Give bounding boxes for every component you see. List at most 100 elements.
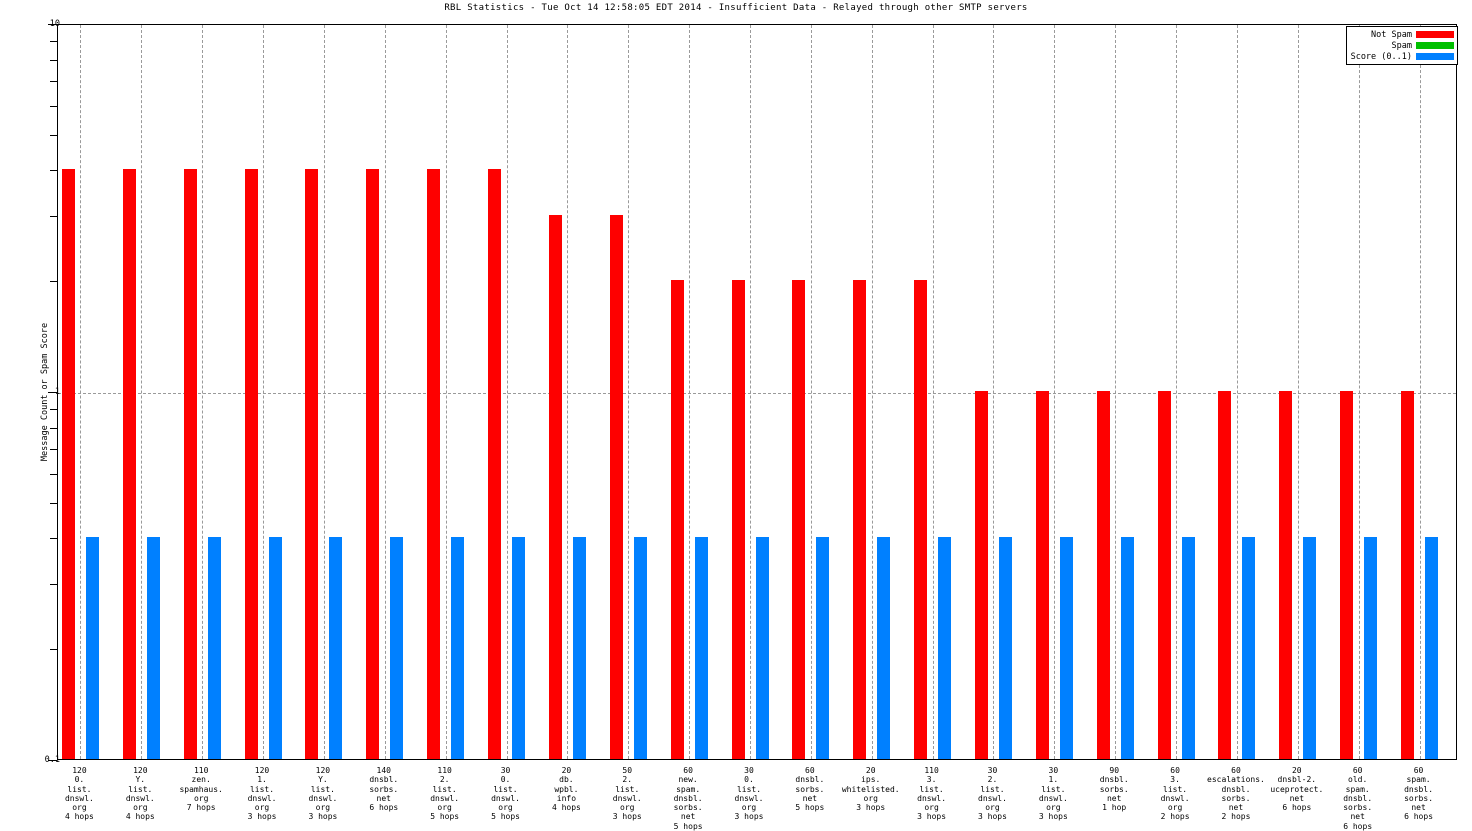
y-tick-mark-minor — [50, 649, 57, 651]
bar-notspam — [245, 169, 258, 759]
legend-label-spam: Spam — [1391, 40, 1412, 51]
vertical-gridline — [202, 25, 204, 759]
y-tick-label: 0.1 — [44, 755, 60, 765]
x-tick-label: 60 spam. dnsbl. sorbs. net 6 hops — [1404, 766, 1434, 822]
x-tick-label: 140 dnsbl. sorbs. net 6 hops — [369, 766, 399, 813]
vertical-gridline — [506, 25, 508, 759]
y-tick-mark-minor — [50, 538, 57, 540]
bar-score — [86, 537, 99, 759]
bar-score — [1182, 537, 1195, 759]
x-tick-label: 30 0. list. dnswl. org 3 hops — [734, 766, 764, 822]
bar-score — [512, 537, 525, 759]
bar-notspam — [1401, 391, 1414, 759]
vertical-gridline — [567, 25, 569, 759]
bar-score — [695, 537, 708, 759]
vertical-gridline — [750, 25, 751, 759]
legend-item-score: Score (0..1) — [1351, 51, 1454, 62]
y-tick-mark-minor — [50, 134, 57, 136]
vertical-gridline — [810, 25, 812, 759]
bar-score — [208, 537, 221, 759]
bar-score — [938, 537, 951, 759]
vertical-gridline — [80, 25, 82, 759]
x-tick-label: 60 old. spam. dnsbl. sorbs. net 6 hops — [1343, 766, 1373, 831]
y-tick-mark-minor — [50, 584, 57, 586]
legend-label-not-spam: Not Spam — [1371, 29, 1412, 40]
vertical-gridline — [993, 25, 995, 759]
x-tick-label: 110 zen. spamhaus. org 7 hops — [179, 766, 223, 813]
vertical-gridline — [932, 25, 934, 759]
vertical-gridline — [263, 25, 265, 759]
vertical-gridline — [1419, 25, 1421, 759]
bar-notspam — [853, 280, 866, 759]
x-tick-label: 30 2. list. dnswl. org 3 hops — [978, 766, 1007, 822]
legend-swatch-spam — [1416, 42, 1454, 49]
legend-swatch-score — [1416, 53, 1454, 60]
bar-notspam — [549, 215, 562, 759]
vertical-gridline — [689, 25, 691, 759]
y-tick-mark-major — [48, 760, 57, 761]
bar-notspam — [1158, 391, 1171, 759]
bar-score — [147, 537, 160, 759]
bar-notspam — [1279, 391, 1292, 759]
vertical-gridline — [1115, 25, 1117, 759]
y-tick-mark-major — [48, 392, 57, 393]
bar-notspam — [1097, 391, 1110, 759]
x-tick-label: 120 1. list. dnswl. org 3 hops — [247, 766, 277, 822]
bar-score — [1364, 537, 1377, 759]
bar-notspam — [488, 169, 501, 759]
x-tick-label: 110 2. list. dnswl. org 5 hops — [430, 766, 460, 822]
bar-score — [329, 537, 342, 759]
legend-label-score: Score (0..1) — [1350, 51, 1412, 62]
x-tick-label: 120 Y. list. dnswl. org 3 hops — [308, 766, 338, 822]
y-tick-mark-minor — [50, 170, 57, 172]
bar-score — [1121, 537, 1134, 759]
bar-notspam — [975, 391, 988, 759]
y-tick-label: 10 — [49, 19, 60, 29]
horizontal-gridline — [58, 393, 1456, 394]
bar-notspam — [1036, 391, 1049, 759]
x-tick-label: 30 0. list. dnswl. org 5 hops — [491, 766, 520, 822]
x-tick-label: 90 dnsbl. sorbs. net 1 hop — [1099, 766, 1129, 813]
vertical-gridline — [141, 25, 143, 759]
y-tick-mark-minor — [50, 427, 57, 429]
y-tick-mark-minor — [50, 105, 57, 107]
y-tick-label: 1 — [54, 387, 60, 397]
x-tick-label: 120 0. list. dnswl. org 4 hops — [64, 766, 94, 822]
bar-score — [269, 537, 282, 759]
chart-title: RBL Statistics - Tue Oct 14 12:58:05 EDT… — [444, 3, 1028, 13]
bar-notspam — [62, 169, 75, 759]
y-tick-mark-minor — [50, 40, 57, 42]
x-tick-label: 30 1. list. dnswl. org 3 hops — [1038, 766, 1068, 822]
vertical-gridline — [628, 25, 630, 759]
vertical-gridline — [1358, 25, 1360, 759]
bar-score — [816, 537, 829, 759]
x-tick-label: 20 ips. whitelisted. org 3 hops — [841, 766, 900, 813]
vertical-gridline — [323, 25, 325, 759]
bar-notspam — [792, 280, 805, 759]
y-tick-mark-major — [48, 24, 57, 25]
bar-score — [877, 537, 890, 759]
bar-notspam — [1218, 391, 1231, 759]
y-tick-mark-minor — [50, 59, 57, 61]
bar-notspam — [184, 169, 197, 759]
legend: Not Spam Spam Score (0..1) — [1345, 26, 1458, 65]
bar-score — [451, 537, 464, 759]
bar-notspam — [610, 215, 623, 759]
x-tick-label: 20 db. wpbl. info 4 hops — [551, 766, 581, 813]
y-tick-mark-minor — [50, 216, 57, 218]
y-tick-mark-minor — [50, 408, 57, 410]
vertical-gridline — [1236, 25, 1238, 759]
bar-notspam — [305, 169, 318, 759]
bar-score — [1242, 537, 1255, 759]
vertical-gridline — [1297, 25, 1299, 759]
x-tick-label: 60 new. spam. dnsbl. sorbs. net 5 hops — [673, 766, 703, 831]
y-tick-mark-minor — [50, 449, 57, 450]
bar-score — [1425, 537, 1438, 759]
x-tick-label: 60 dnsbl. sorbs. net 5 hops — [795, 766, 825, 813]
legend-item-not-spam: Not Spam — [1351, 29, 1454, 40]
vertical-gridline — [445, 25, 447, 759]
bar-notspam — [366, 169, 379, 759]
bar-notspam — [732, 280, 745, 759]
bar-score — [390, 537, 403, 759]
